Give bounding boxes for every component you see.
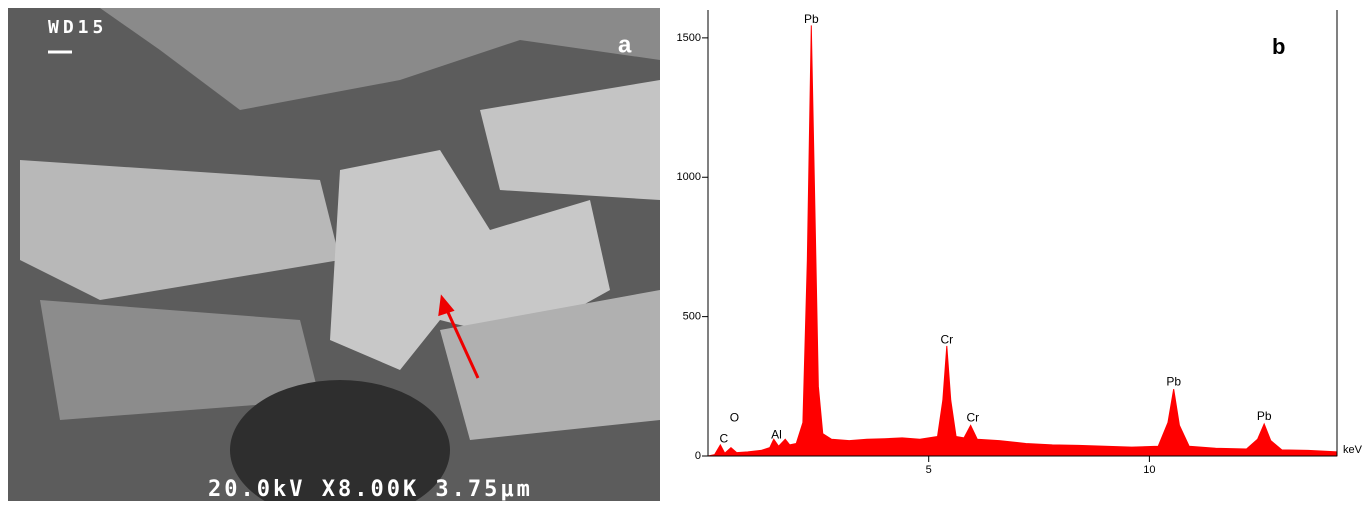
- sem-region: [480, 80, 660, 200]
- peak-label: Al: [771, 427, 782, 441]
- peak-label: Pb: [804, 12, 819, 26]
- sem-image: WD15 a 20.0kV X8.00K 3.75μm: [8, 8, 660, 506]
- peak-label: C: [720, 431, 729, 445]
- panel-label: a: [618, 31, 632, 58]
- peak-label: Cr: [940, 332, 953, 346]
- arrow-head: [438, 294, 455, 317]
- spectrum: [707, 25, 1338, 457]
- peak-label: Pb: [1257, 409, 1272, 423]
- x-tick-label: 5: [926, 464, 932, 476]
- peak-label: Cr: [967, 411, 980, 425]
- image-info: WD15: [48, 17, 107, 38]
- y-tick-label: 500: [683, 311, 701, 323]
- x-axis-label: keV: [1343, 444, 1363, 456]
- sem-region: [100, 8, 660, 110]
- peak-label: Pb: [1166, 374, 1181, 388]
- panel-label: b: [1272, 34, 1285, 59]
- image-footer: 20.0kV X8.00K 3.75μm: [208, 477, 533, 501]
- peak-label: O: [730, 411, 739, 425]
- sem-region: [440, 290, 660, 440]
- arrow: [444, 307, 480, 379]
- sem-region: [20, 160, 340, 300]
- y-tick-label: 0: [695, 450, 701, 462]
- sem-region: [40, 300, 320, 420]
- x-tick-label: 10: [1143, 464, 1155, 476]
- y-tick-label: 1500: [677, 32, 701, 44]
- sem-dark-grain: [230, 380, 450, 506]
- y-tick-label: 1000: [677, 171, 701, 183]
